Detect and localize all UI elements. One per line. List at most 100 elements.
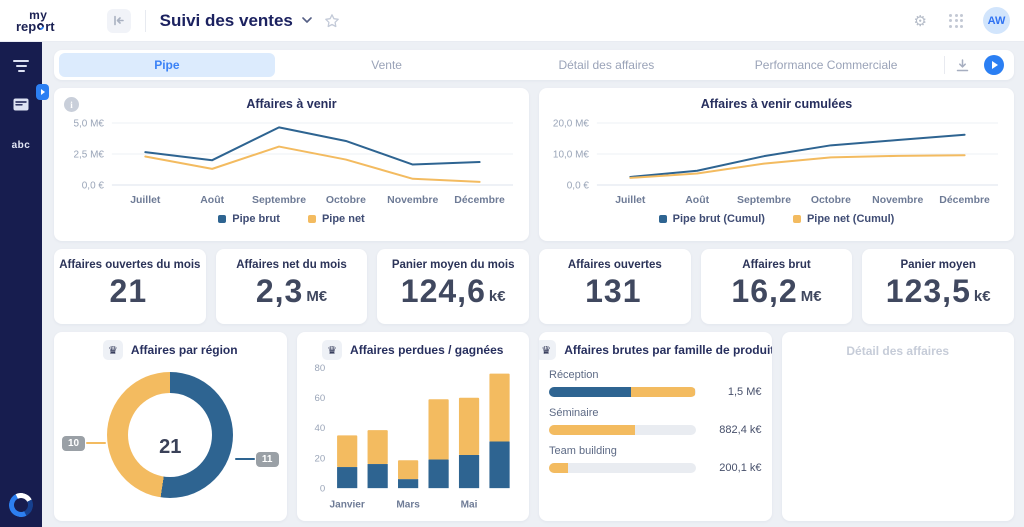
star-icon	[325, 13, 339, 27]
settings-gear-button[interactable]: ⚙	[913, 12, 927, 30]
myreport-spinner-logo-icon[interactable]	[5, 489, 37, 521]
svg-text:60: 60	[314, 393, 325, 404]
kpi-unit: M€	[306, 288, 328, 305]
kpi-value: 2,3	[255, 273, 304, 309]
play-button[interactable]	[984, 55, 1004, 75]
app-header: my rep rt Suivi des ventes ⚙ AW	[0, 0, 1024, 42]
kpi-value: 123,5	[885, 273, 971, 309]
panel-affaires-brutes-par-famille: ♛ Affaires brutes par famille de produit…	[539, 332, 772, 521]
svg-text:Octobre: Octobre	[811, 195, 851, 206]
myreport-logo: my rep rt	[16, 9, 55, 34]
svg-text:Novembre: Novembre	[872, 195, 923, 206]
crown-icon: ♛	[322, 340, 343, 360]
svg-text:20: 20	[314, 453, 325, 464]
svg-text:Janvier: Janvier	[329, 499, 364, 510]
svg-text:10,0 M€: 10,0 M€	[553, 149, 589, 160]
svg-text:80: 80	[314, 363, 325, 374]
comment-note-icon[interactable]	[13, 98, 29, 116]
svg-text:Décembre: Décembre	[454, 195, 505, 206]
text-abc-icon[interactable]: abc	[11, 140, 31, 151]
svg-text:Mars: Mars	[396, 499, 420, 510]
family-bar	[549, 463, 696, 473]
svg-text:Septembre: Septembre	[737, 195, 791, 206]
svg-text:20,0 M€: 20,0 M€	[553, 118, 589, 129]
crown-icon: ♛	[102, 340, 123, 360]
kpi-value: 21	[109, 273, 148, 309]
chart-title: Affaires à venir cumulées	[700, 97, 853, 111]
donut-label-10: 10	[62, 436, 86, 451]
panel-affaires-perdues-gagnees: ♛ Affaires perdues / gagnées 0 20 40 60 80 Ja…	[296, 332, 529, 521]
won-lost-bar-chart: 0 20 40 60 80 Janvier Mars Mai	[314, 363, 510, 510]
family-value: 200,1 k€	[719, 462, 762, 474]
left-sidebar: abc	[0, 42, 49, 527]
svg-text:Septembre: Septembre	[252, 195, 306, 206]
tab-pipe[interactable]: Pipe	[59, 53, 275, 77]
svg-text:Juillet: Juillet	[130, 195, 161, 206]
app-launcher-button[interactable]	[949, 13, 963, 28]
legend-marker-pipe-brut-cumul	[658, 215, 667, 223]
kpi-value: 124,6	[400, 273, 486, 309]
chart-title: Affaires à venir	[246, 97, 337, 111]
svg-text:40: 40	[314, 423, 325, 434]
svg-text:0,0 €: 0,0 €	[82, 180, 105, 191]
info-icon[interactable]	[64, 97, 79, 112]
logo-o-spinner-icon	[35, 21, 46, 31]
kpi-panier-moyen-du-mois: Panier moyen du mois 124,6 k€	[377, 249, 529, 324]
collapse-panel-button[interactable]	[106, 8, 131, 33]
svg-text:Août: Août	[685, 195, 709, 206]
kpi-unit: k€	[488, 288, 506, 305]
legend-marker-pipe-net-cumul	[792, 215, 801, 223]
chart-legend: Pipe brut (Cumul) Pipe net (Cumul)	[547, 213, 1006, 225]
download-icon	[956, 58, 969, 71]
family-row-team-building: Team building 200,1 k€	[549, 445, 762, 474]
sidebar-expand-handle[interactable]	[36, 84, 49, 100]
pipe-line-chart: 5,0 M€ 2,5 M€ 0,0 € Juillet Août Septembre Oct…	[73, 118, 514, 206]
kpi-unit: k€	[973, 288, 991, 305]
favorite-star-button[interactable]	[324, 13, 340, 29]
svg-text:2,5 M€: 2,5 M€	[73, 149, 104, 160]
panel-detail-des-affaires: Détail des affaires	[781, 332, 1014, 521]
family-row-seminaire: Séminaire 882,4 k€	[549, 407, 762, 436]
svg-text:Août: Août	[200, 195, 224, 206]
svg-text:0: 0	[319, 484, 324, 495]
kpi-affaires-net-du-mois: Affaires net du mois 2,3 M€	[215, 249, 368, 324]
kpi-panier-moyen: Panier moyen 123,5 k€	[862, 249, 1014, 324]
legend-item: Pipe brut	[218, 213, 280, 225]
filter-icon[interactable]	[13, 60, 29, 72]
tab-performance-commerciale[interactable]: Performance Commerciale	[754, 58, 898, 72]
tab-vente[interactable]: Vente	[371, 58, 402, 72]
tab-detail-des-affaires[interactable]: Détail des affaires	[558, 58, 655, 72]
svg-text:Décembre: Décembre	[939, 195, 990, 206]
chart-card-affaires-a-venir: Affaires à venir 5,0 M€ 2,5 M€ 0,0 € Juille…	[54, 88, 529, 241]
chart-legend: Pipe brut Pipe net	[62, 213, 521, 225]
main-area: Pipe Vente Détail des affaires Performan…	[42, 42, 1024, 527]
svg-text:Octobre: Octobre	[326, 195, 366, 206]
dashboard-title-dropdown[interactable]: Suivi des ventes	[160, 11, 312, 31]
legend-marker-pipe-brut	[218, 215, 227, 223]
donut-leader-line-left	[86, 442, 106, 444]
donut-ring	[107, 372, 234, 498]
download-button[interactable]	[955, 58, 970, 73]
donut-label-11: 11	[255, 452, 279, 467]
panel-title-detail: Détail des affaires	[846, 344, 950, 358]
legend-item: Pipe brut (Cumul)	[658, 213, 765, 225]
kpi-unit: M€	[800, 288, 822, 305]
legend-item: Pipe net	[307, 213, 365, 225]
page-title: Suivi des ventes	[159, 10, 293, 30]
svg-text:Juillet: Juillet	[615, 195, 646, 206]
svg-text:0,0 €: 0,0 €	[567, 180, 590, 191]
kpi-affaires-ouvertes: Affaires ouvertes 131	[539, 249, 691, 324]
family-value: 882,4 k€	[719, 424, 762, 436]
collapse-icon	[114, 15, 124, 26]
donut-leader-line-right	[234, 458, 255, 460]
crown-icon: ♛	[539, 340, 557, 360]
donut-chart: 21 10 11	[62, 372, 279, 521]
dashboard-tabbar: Pipe Vente Détail des affaires Performan…	[54, 50, 1014, 80]
kpi-affaires-ouvertes-du-mois: Affaires ouvertes du mois 21	[54, 249, 206, 324]
header-divider	[144, 9, 146, 32]
svg-text:Mai: Mai	[460, 499, 477, 510]
user-avatar[interactable]: AW	[983, 7, 1010, 34]
logo-line2: rep rt	[16, 18, 55, 34]
legend-marker-pipe-net	[307, 215, 316, 223]
chevron-down-icon	[302, 17, 312, 23]
